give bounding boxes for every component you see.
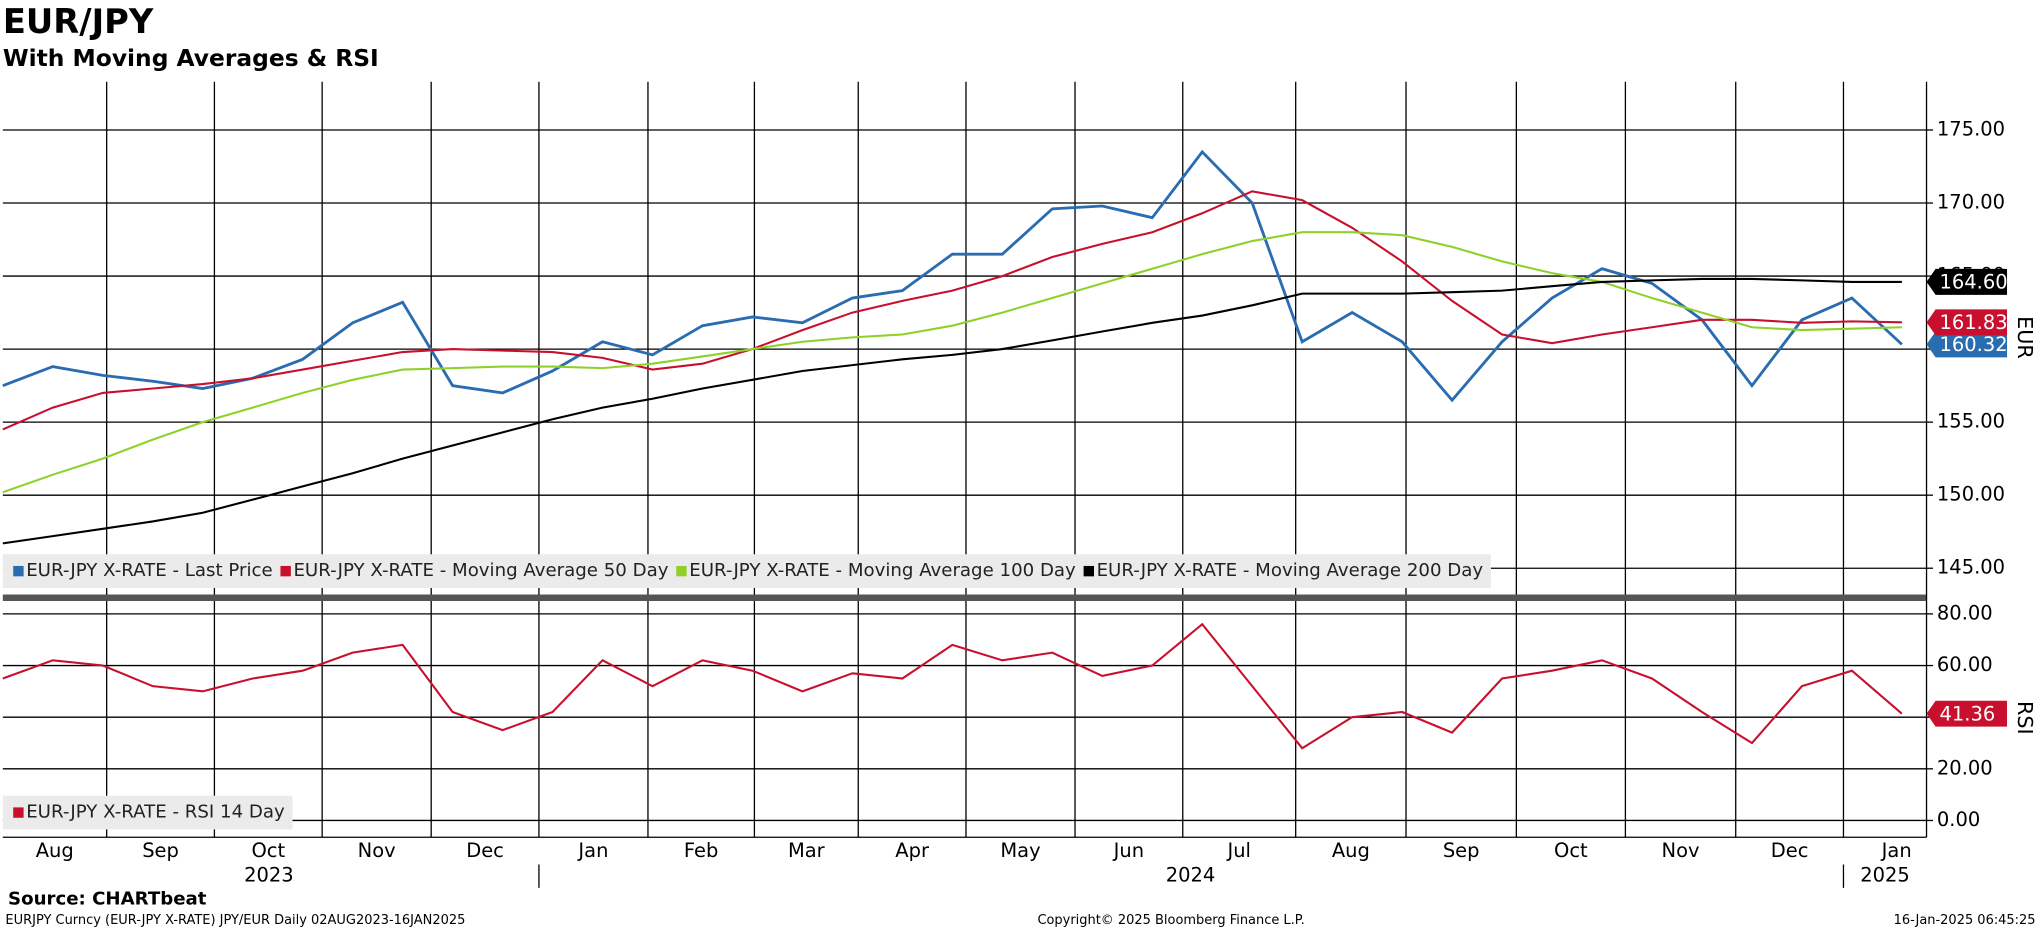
legend-label: EUR-JPY X-RATE - RSI 14 Day (26, 802, 285, 823)
chart-title: EUR/JPY (3, 2, 154, 41)
series-line (2, 190, 1902, 431)
x-tick-label: Dec (466, 839, 504, 862)
y-tick-label: 0.00 (1937, 808, 1980, 831)
x-tick-label: May (1000, 839, 1040, 862)
legend-swatch (13, 565, 24, 577)
last-value-box (1926, 268, 2008, 295)
y-tick-label: 20.00 (1937, 756, 1993, 779)
x-tick-label: Nov (358, 839, 396, 862)
x-tick-label: Jun (1113, 839, 1144, 862)
legend-box (2, 554, 1491, 589)
panel-divider (2, 594, 1927, 601)
copyright: Copyright© 2025 Bloomberg Finance L.P. (1037, 913, 1304, 928)
last-value-label: 164.60 (1940, 271, 2008, 294)
y-tick-label: 145.00 (1937, 556, 2005, 579)
timestamp: 16-Jan-2025 06:45:25 (1894, 913, 2036, 928)
y-tick-label: 80.00 (1937, 601, 1993, 624)
year-label: 2023 (244, 864, 294, 887)
chart-subtitle: With Moving Averages & RSI (3, 44, 379, 72)
series-line (2, 622, 1903, 750)
x-tick-label: Sep (142, 839, 179, 862)
legend-swatch (13, 807, 24, 818)
ticker-info: EURJPY Curncy (EUR-JPY X-RATE) JPY/EUR D… (5, 913, 465, 928)
last-value-box (1926, 700, 2008, 727)
series-line (2, 231, 1902, 494)
x-tick-label: Dec (1771, 839, 1809, 862)
x-tick-label: Jan (1881, 839, 1912, 862)
last-value-label: 160.32 (1940, 333, 2008, 356)
x-tick-label: Feb (684, 839, 718, 862)
legend-label: EUR-JPY X-RATE - Moving Average 50 Day (293, 560, 668, 581)
y-tick-label: 175.00 (1937, 117, 2005, 140)
last-value-label: 41.36 (1940, 702, 1996, 725)
y-axis-label: EUR (2013, 316, 2037, 359)
year-label: 2024 (1166, 864, 1216, 887)
x-tick-label: Sep (1443, 839, 1480, 862)
legend-swatch (280, 565, 291, 577)
x-tick-label: Oct (251, 839, 285, 862)
x-tick-label: Nov (1662, 839, 1700, 862)
y-tick-label: 170.00 (1937, 191, 2005, 214)
source: Source: CHARTbeat (8, 889, 207, 910)
series-line (2, 277, 1902, 545)
x-tick-label: Oct (1554, 839, 1588, 862)
x-tick-label: Apr (895, 839, 929, 862)
y-tick-label: 150.00 (1937, 483, 2005, 506)
last-value-box (1926, 309, 2008, 336)
last-value-label: 161.83 (1940, 311, 2008, 334)
legend-swatch (676, 565, 687, 577)
y-axis-label: RSI (2013, 701, 2037, 735)
y-tick-label: 60.00 (1937, 653, 1993, 676)
x-tick-label: Aug (1332, 839, 1370, 862)
legend-label: EUR-JPY X-RATE - Last Price (26, 560, 272, 581)
x-tick-label: Jul (1226, 839, 1250, 862)
legend-box (2, 795, 293, 830)
y-tick-label: 155.00 (1937, 410, 2005, 433)
x-tick-label: Jan (577, 839, 608, 862)
legend-label: EUR-JPY X-RATE - Moving Average 200 Day (1097, 560, 1484, 581)
x-tick-label: Mar (788, 839, 825, 862)
year-label: 2025 (1860, 864, 1910, 887)
x-tick-label: Aug (36, 839, 74, 862)
last-value-box (1926, 331, 2008, 358)
legend-label: EUR-JPY X-RATE - Moving Average 100 Day (689, 560, 1076, 581)
legend-swatch (1083, 565, 1094, 577)
